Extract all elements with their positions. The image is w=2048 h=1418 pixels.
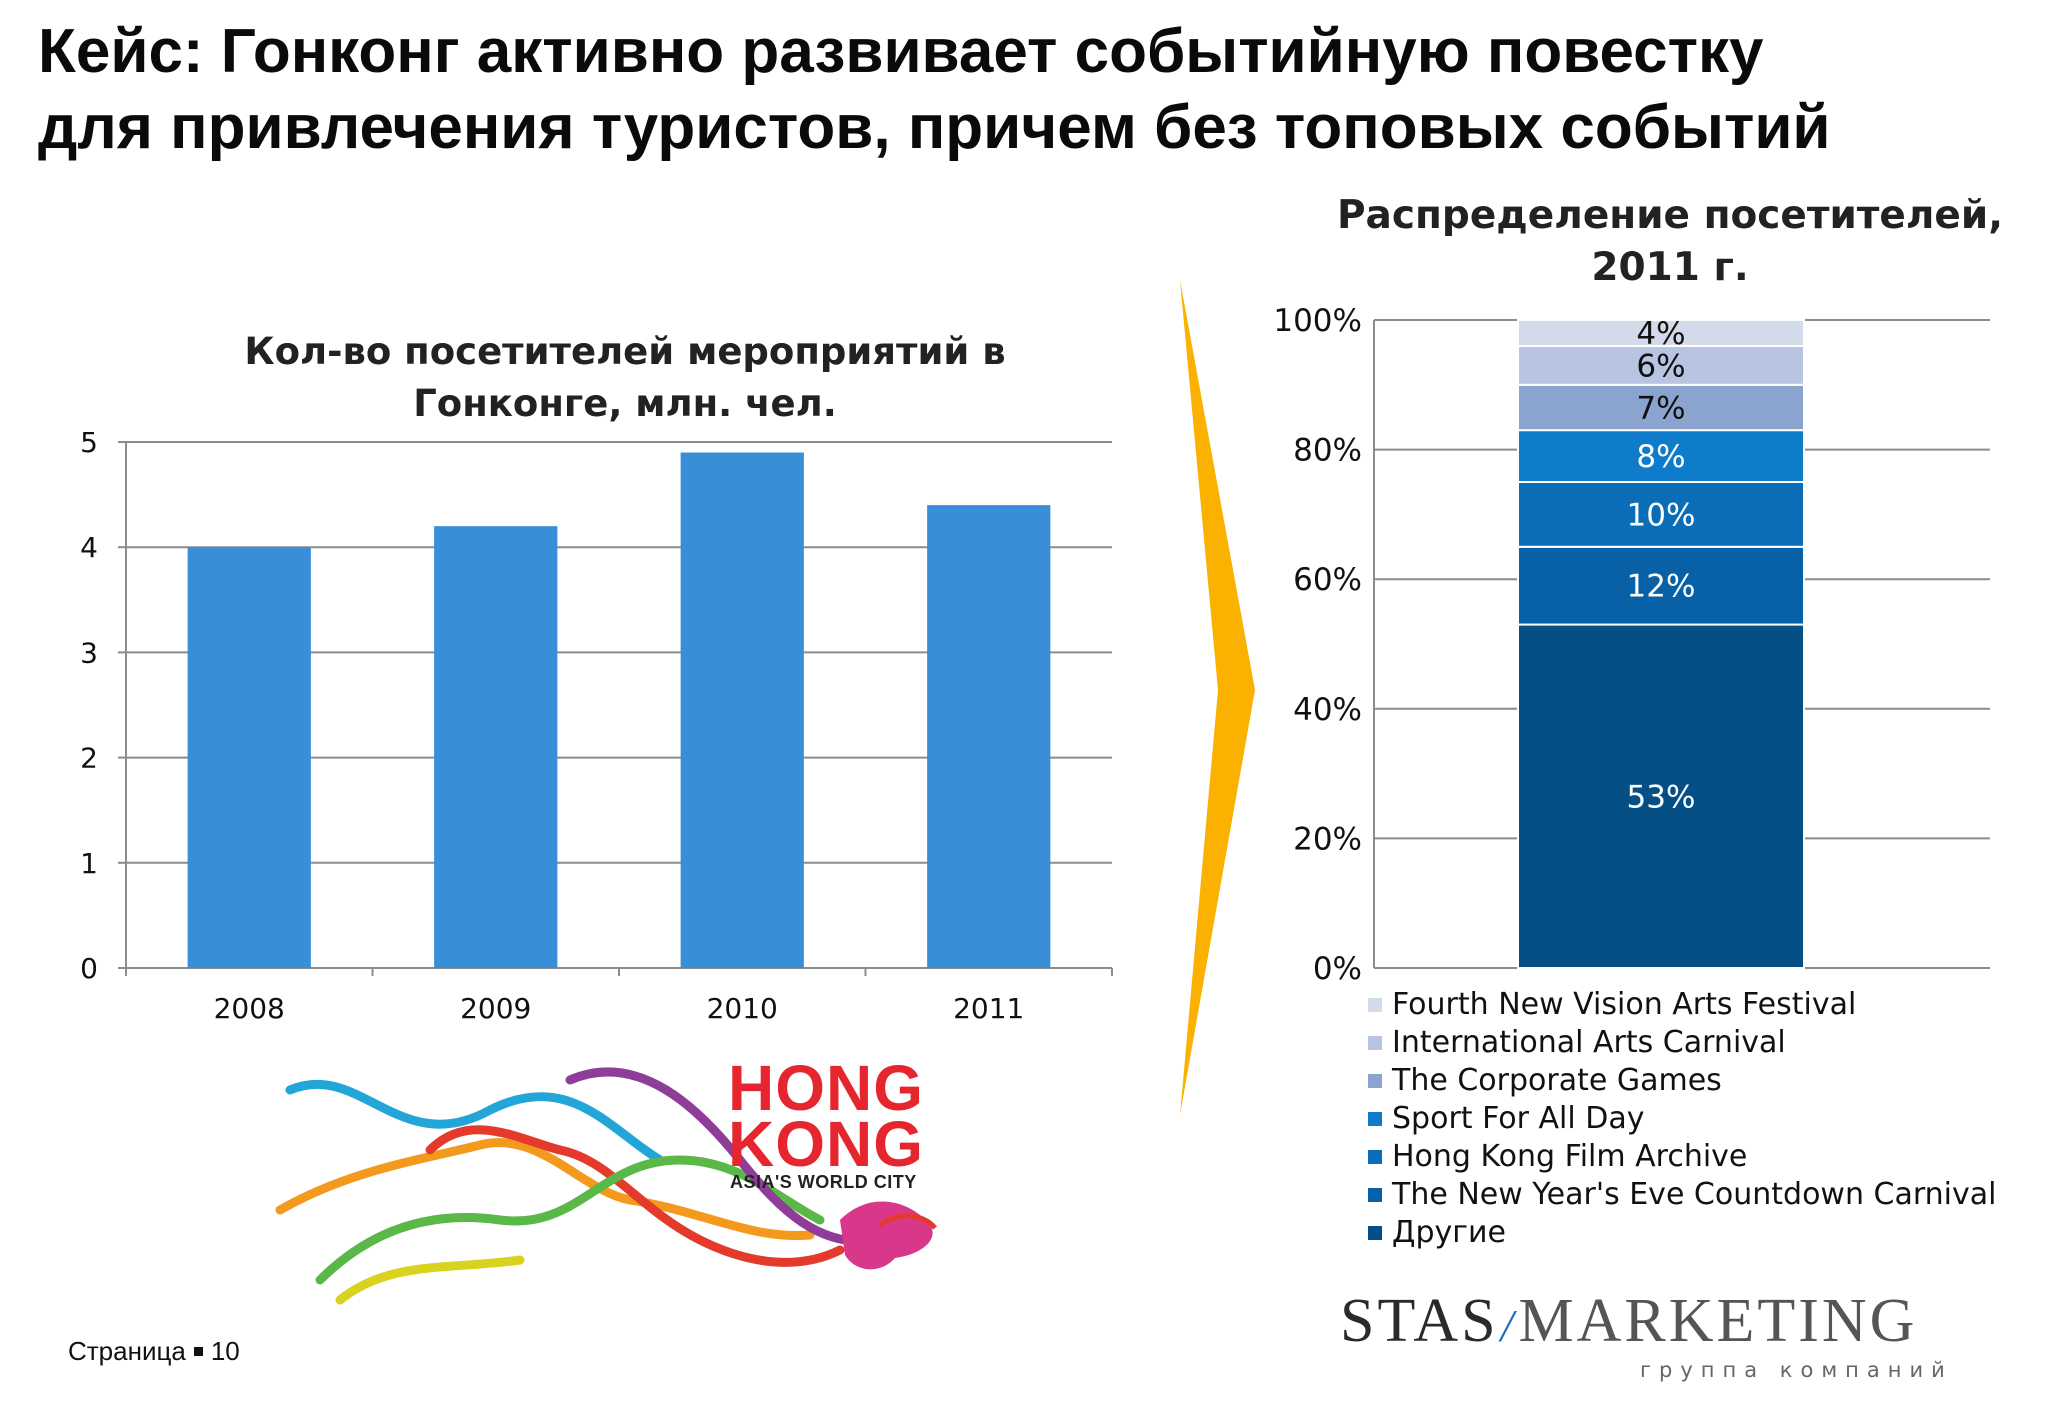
y-tick-label: 80%	[1293, 433, 1362, 469]
bar-2010	[680, 452, 804, 968]
legend-swatch	[1368, 1226, 1382, 1240]
legend-swatch	[1368, 1074, 1382, 1088]
transition-arrow	[1180, 280, 1255, 1115]
distribution-legend: Fourth New Vision Arts Festival Internati…	[1368, 986, 1996, 1252]
logo-ribbon-yellow	[335, 1255, 525, 1305]
logo-ribbon-red	[425, 1125, 845, 1267]
logo-ribbon-orange	[275, 1138, 815, 1241]
y-tick-label: 60%	[1293, 562, 1362, 598]
y-tick-label: 0	[80, 952, 98, 985]
legend-label: Hong Kong Film Archive	[1392, 1139, 1748, 1174]
arrow-shape	[1180, 280, 1255, 1115]
legend-label: The New Year's Eve Countdown Carnival	[1392, 1177, 1997, 1212]
distribution-stacked-chart: 0% 20% 40% 60% 80% 100% 53% 12% 10% 8% 7% 6%4%	[1273, 303, 1990, 987]
x-tick-label: 2009	[460, 992, 531, 1025]
page-number: 10	[210, 1336, 240, 1366]
footer-square-icon	[193, 1346, 203, 1356]
x-tick-label: 2011	[953, 992, 1024, 1025]
hk-logo-line-2: KONG	[728, 1108, 924, 1180]
distribution-chart-title-line-2: 2011 г.	[1591, 245, 1749, 290]
segment-label: 7%	[1636, 390, 1685, 426]
logo-ribbon-blue	[285, 1079, 665, 1165]
hk-logo-tagline: ASIA'S WORLD CITY	[730, 1172, 917, 1192]
company-logo-part-2: MARKETING	[1518, 1287, 1918, 1355]
y-tick-label: 0%	[1313, 951, 1362, 987]
distribution-chart-title: Распределение посетителей, 2011 г.	[1310, 190, 2030, 294]
logo-dragon-head	[840, 1201, 933, 1270]
segment-label: 6%	[1636, 348, 1685, 384]
logo-ribbon-purple	[565, 1067, 885, 1246]
segment-label: 12%	[1627, 569, 1696, 605]
legend-label: Fourth New Vision Arts Festival	[1392, 987, 1857, 1022]
legend-item: The New Year's Eve Countdown Carnival	[1368, 1176, 1996, 1214]
legend-label: Другие	[1392, 1215, 1506, 1250]
segment-4%	[1517, 319, 1805, 347]
bar-2008	[187, 547, 311, 968]
x-tick-label: 2010	[707, 992, 778, 1025]
legend-swatch	[1368, 1112, 1382, 1126]
company-logo: STAS/MARKETING	[1340, 1286, 1917, 1357]
company-logo-part-1: STAS	[1340, 1287, 1499, 1355]
visitors-chart-title-line-1: Кол-во посетителей мероприятий в	[244, 330, 1006, 373]
y-tick-label: 3	[80, 636, 98, 669]
hk-logo-line-1: HONG	[728, 1052, 924, 1124]
y-tick-label: 5	[80, 426, 98, 459]
legend-swatch	[1368, 998, 1382, 1012]
visitors-chart-title: Кол-во посетителей мероприятий в Гонконг…	[200, 326, 1050, 430]
segment-12%	[1517, 545, 1805, 626]
slide-title-line-1: Кейс: Гонконг активно развивает событийн…	[38, 17, 1764, 86]
legend-label: The Corporate Games	[1392, 1063, 1722, 1098]
bar-2009	[434, 526, 558, 968]
slide-title: Кейс: Гонконг активно развивает событийн…	[38, 14, 1998, 166]
legend-item: Fourth New Vision Arts Festival	[1368, 986, 1996, 1024]
x-tick-label: 2008	[214, 992, 285, 1025]
legend-item: Другие	[1368, 1214, 1996, 1252]
logo-ribbon-green	[315, 1155, 825, 1285]
y-tick-label: 40%	[1293, 692, 1362, 728]
y-tick-label: 2	[80, 742, 98, 775]
segment-label: 8%	[1636, 439, 1685, 475]
y-tick-label: 4	[80, 531, 98, 564]
visitors-bar-chart: 0 1 2 3 4 5 2008 2009 2010 2011	[80, 426, 1113, 1025]
hong-kong-logo-text: HONG KONG	[728, 1056, 924, 1176]
logo-dragon-flame	[878, 1213, 937, 1230]
bar-2011	[927, 505, 1051, 968]
y-tick-label: 1	[80, 847, 98, 880]
visitors-chart-title-line-2: Гонконге, млн. чел.	[413, 382, 837, 425]
legend-swatch	[1368, 1188, 1382, 1202]
segment-53%	[1517, 623, 1805, 969]
legend-swatch	[1368, 1150, 1382, 1164]
hong-kong-dragon-logo	[275, 1067, 937, 1305]
slide-title-line-2: для привлечения туристов, причем без топ…	[38, 93, 1831, 162]
footer-label: Страница	[68, 1336, 186, 1366]
segment-6%	[1517, 344, 1805, 386]
legend-item: Hong Kong Film Archive	[1368, 1138, 1996, 1176]
distribution-chart-title-line-1: Распределение посетителей,	[1336, 193, 2004, 238]
segment-10%	[1517, 481, 1805, 548]
segment-label: 10%	[1627, 497, 1696, 533]
y-tick-label: 100%	[1273, 303, 1362, 339]
page-footer: Страница 10	[68, 1336, 240, 1367]
segment-label: 4%	[1636, 316, 1685, 352]
company-logo-subtitle: группа компаний	[1640, 1358, 1953, 1382]
legend-item: Sport For All Day	[1368, 1100, 1996, 1138]
legend-label: Sport For All Day	[1392, 1101, 1645, 1136]
y-tick-label: 20%	[1293, 821, 1362, 857]
legend-item: International Arts Carnival	[1368, 1024, 1996, 1062]
legend-label: International Arts Carnival	[1392, 1025, 1786, 1060]
segment-label: 53%	[1627, 779, 1696, 815]
legend-swatch	[1368, 1036, 1382, 1050]
legend-item: The Corporate Games	[1368, 1062, 1996, 1100]
logo-slash-icon: /	[1500, 1300, 1517, 1351]
segment-8%	[1517, 429, 1805, 484]
